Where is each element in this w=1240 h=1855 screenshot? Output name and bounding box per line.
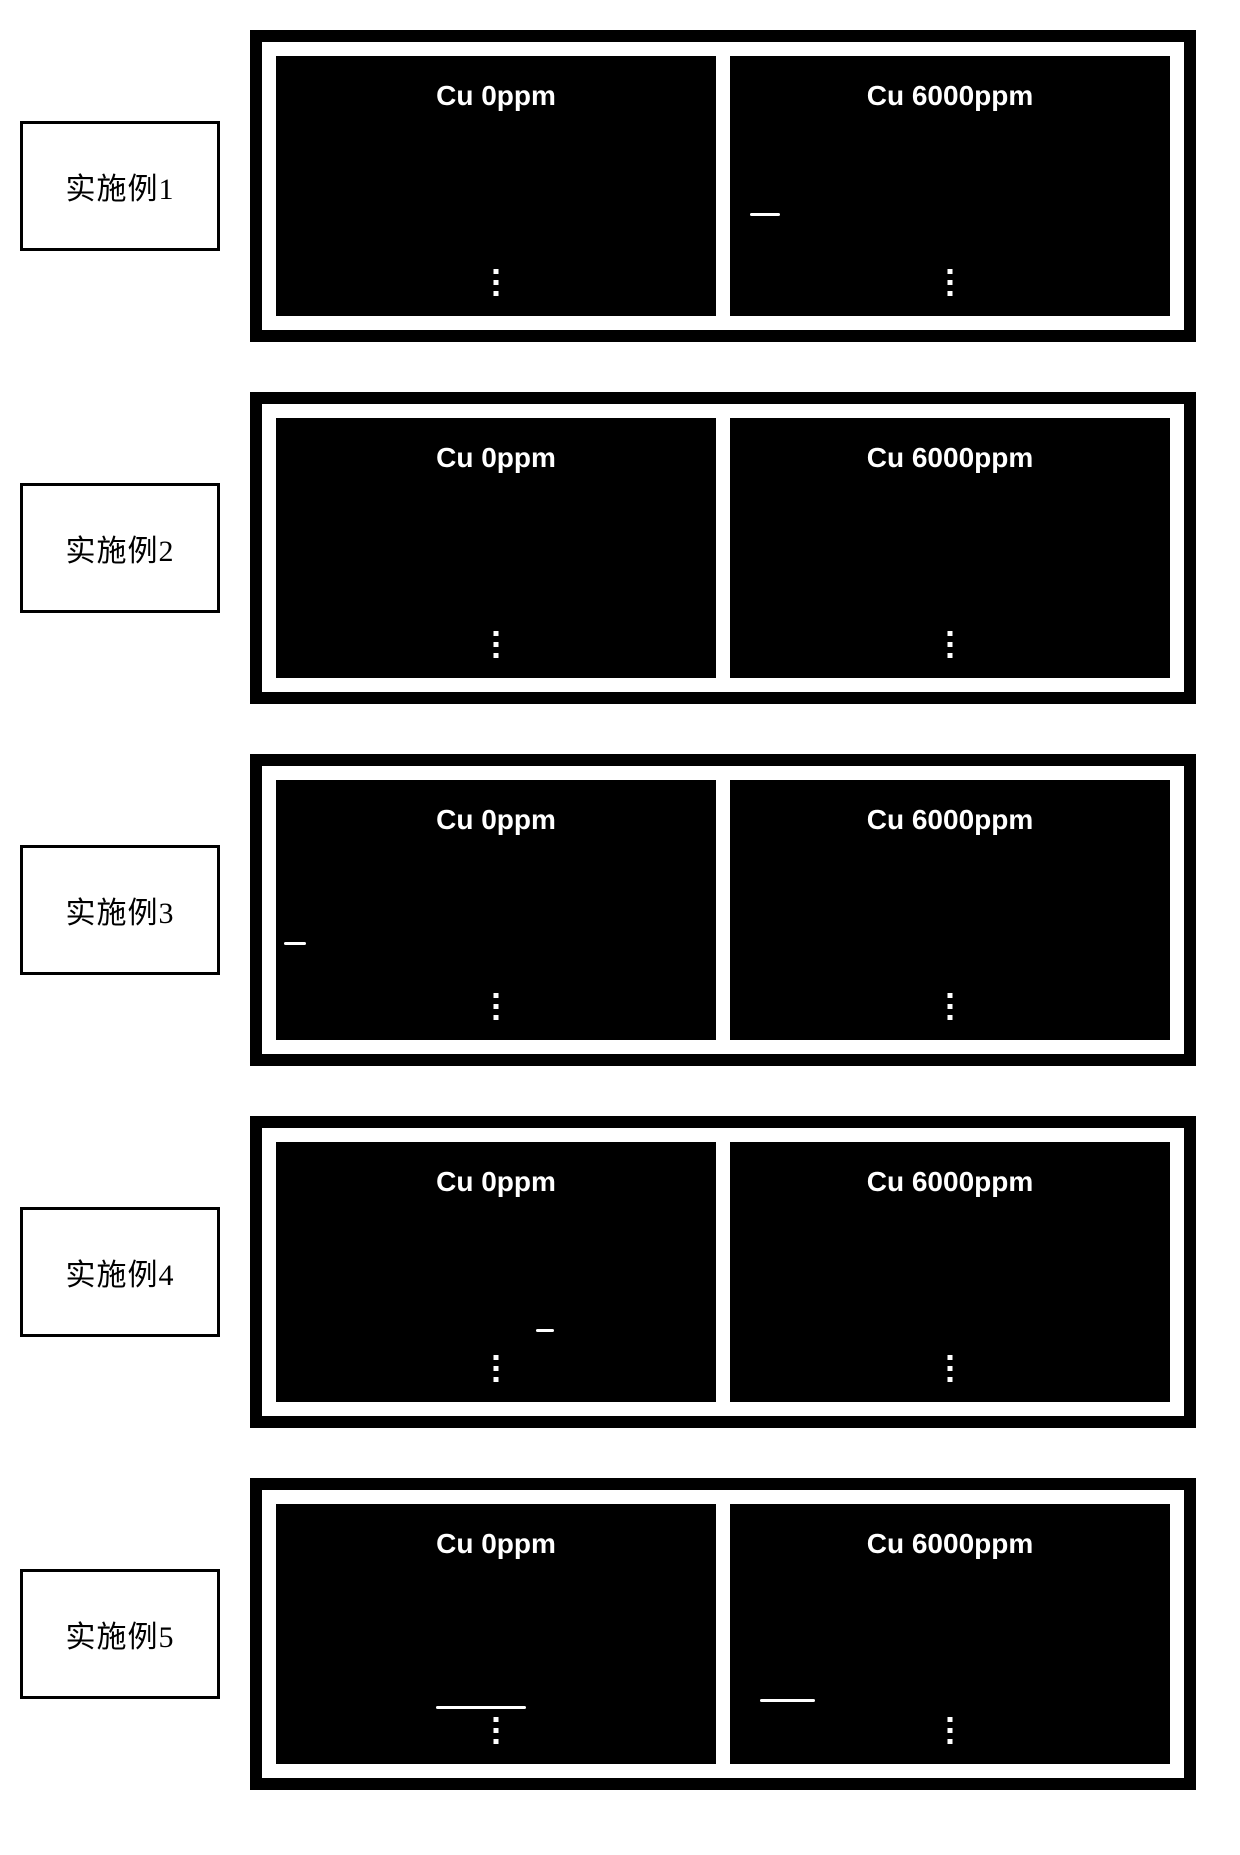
figure-row: 实施例3 Cu 0ppm Cu 6000ppm	[20, 754, 1220, 1066]
scale-dots	[948, 269, 953, 296]
panel-pair: Cu 0ppm Cu 6000ppm	[250, 392, 1196, 704]
panel-title: Cu 6000ppm	[867, 1166, 1034, 1198]
comparison-figure: 实施例1 Cu 0ppm Cu 6000ppm 实施例2 Cu 0ppm Cu 6000p…	[20, 30, 1220, 1840]
row-label-box: 实施例4	[20, 1207, 220, 1337]
panel-pair: Cu 0ppm Cu 6000ppm	[250, 30, 1196, 342]
dot-icon	[948, 1377, 953, 1382]
scale-dots	[494, 1355, 499, 1382]
dot-icon	[948, 291, 953, 296]
dot-icon	[948, 993, 953, 998]
dot-icon	[494, 631, 499, 636]
artifact-streak	[436, 1706, 526, 1709]
dot-icon	[494, 993, 499, 998]
dot-icon	[948, 653, 953, 658]
dot-icon	[494, 280, 499, 285]
scale-dots	[948, 1355, 953, 1382]
dot-icon	[948, 280, 953, 285]
dot-icon	[494, 269, 499, 274]
panel-pair: Cu 0ppm Cu 6000ppm	[250, 754, 1196, 1066]
panel-title: Cu 6000ppm	[867, 804, 1034, 836]
dot-icon	[494, 1004, 499, 1009]
sample-panel: Cu 6000ppm	[730, 1142, 1170, 1402]
panel-title: Cu 0ppm	[436, 442, 556, 474]
panel-title: Cu 6000ppm	[867, 1528, 1034, 1560]
dot-icon	[494, 1728, 499, 1733]
row-label: 实施例3	[66, 888, 175, 932]
dot-icon	[494, 1366, 499, 1371]
sample-panel: Cu 6000ppm	[730, 418, 1170, 678]
figure-row: 实施例5 Cu 0ppm Cu 6000ppm	[20, 1478, 1220, 1790]
row-label: 实施例2	[66, 526, 175, 570]
dot-icon	[494, 1355, 499, 1360]
dot-icon	[494, 1015, 499, 1020]
dot-icon	[494, 653, 499, 658]
sample-panel: Cu 6000ppm	[730, 1504, 1170, 1764]
dot-icon	[494, 1717, 499, 1722]
artifact-streak	[284, 942, 306, 945]
artifact-streak	[536, 1329, 554, 1332]
dot-icon	[948, 642, 953, 647]
figure-row: 实施例2 Cu 0ppm Cu 6000ppm	[20, 392, 1220, 704]
sample-panel: Cu 0ppm	[276, 780, 716, 1040]
scale-dots	[948, 1717, 953, 1744]
dot-icon	[948, 1366, 953, 1371]
panel-title: Cu 0ppm	[436, 1166, 556, 1198]
row-label-box: 实施例2	[20, 483, 220, 613]
scale-dots	[494, 269, 499, 296]
row-label-box: 实施例5	[20, 1569, 220, 1699]
row-label: 实施例5	[66, 1612, 175, 1656]
dot-icon	[494, 291, 499, 296]
sample-panel: Cu 0ppm	[276, 418, 716, 678]
dot-icon	[948, 631, 953, 636]
dot-icon	[948, 1015, 953, 1020]
row-label: 实施例4	[66, 1250, 175, 1294]
panel-title: Cu 0ppm	[436, 1528, 556, 1560]
panel-title: Cu 0ppm	[436, 804, 556, 836]
sample-panel: Cu 6000ppm	[730, 780, 1170, 1040]
artifact-streak	[750, 213, 780, 216]
panel-pair: Cu 0ppm Cu 6000ppm	[250, 1116, 1196, 1428]
figure-row: 实施例4 Cu 0ppm Cu 6000ppm	[20, 1116, 1220, 1428]
panel-title: Cu 0ppm	[436, 80, 556, 112]
sample-panel: Cu 6000ppm	[730, 56, 1170, 316]
scale-dots	[494, 993, 499, 1020]
row-label: 实施例1	[66, 164, 175, 208]
scale-dots	[948, 993, 953, 1020]
dot-icon	[494, 642, 499, 647]
row-label-box: 实施例3	[20, 845, 220, 975]
panel-pair: Cu 0ppm Cu 6000ppm	[250, 1478, 1196, 1790]
row-label-box: 实施例1	[20, 121, 220, 251]
dot-icon	[494, 1377, 499, 1382]
sample-panel: Cu 0ppm	[276, 56, 716, 316]
sample-panel: Cu 0ppm	[276, 1142, 716, 1402]
sample-panel: Cu 0ppm	[276, 1504, 716, 1764]
dot-icon	[948, 1355, 953, 1360]
panel-title: Cu 6000ppm	[867, 80, 1034, 112]
figure-row: 实施例1 Cu 0ppm Cu 6000ppm	[20, 30, 1220, 342]
dot-icon	[494, 1739, 499, 1744]
dot-icon	[948, 1004, 953, 1009]
dot-icon	[948, 1739, 953, 1744]
scale-dots	[494, 631, 499, 658]
dot-icon	[948, 269, 953, 274]
scale-dots	[494, 1717, 499, 1744]
dot-icon	[948, 1717, 953, 1722]
dot-icon	[948, 1728, 953, 1733]
artifact-streak	[760, 1699, 815, 1702]
scale-dots	[948, 631, 953, 658]
panel-title: Cu 6000ppm	[867, 442, 1034, 474]
